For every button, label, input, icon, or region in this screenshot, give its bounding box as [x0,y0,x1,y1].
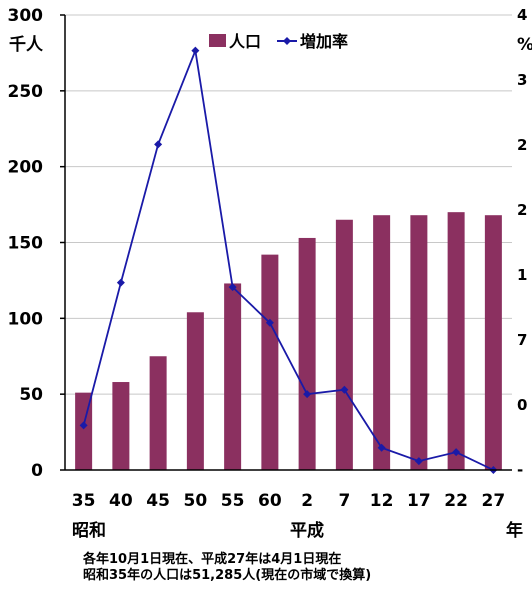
left-tick-label: 200 [8,158,44,178]
right-tick-label: 2 [517,136,527,154]
left-tick-label: 0 [31,461,43,481]
x-tick-label: 22 [444,491,468,511]
growth-rate-point [452,448,461,457]
growth-rate-points [79,46,498,474]
x-tick-label: 27 [482,491,506,511]
left-axis-unit: 千人 [9,35,44,55]
growth-rate-point [191,46,200,55]
population-bar [447,212,465,470]
note-line-1: 各年10月1日現在、平成27年は4月1日現在 [83,552,342,567]
population-bar [298,237,316,470]
note-line-2: 昭和35年の人口は51,285人(現在の市域で換算) [83,568,372,583]
x-tick-label: 50 [184,491,208,511]
x-tick-label: 40 [109,491,133,511]
era-label-year-suffix: 年 [506,520,523,541]
left-tick-label: 300 [8,6,44,26]
population-bar [410,215,428,470]
population-bar [484,215,502,470]
era-label-showa: 昭和 [72,521,106,541]
x-tick-label: 17 [407,491,431,511]
population-bar [149,356,167,470]
x-tick-label: 35 [72,491,96,511]
growth-rate-point [116,278,125,287]
left-tick-label: 150 [8,234,44,254]
population-bar [335,219,353,470]
population-bar [224,283,242,470]
population-bar [186,312,204,470]
growth-rate-line [82,47,494,471]
growth-rate-point [414,457,423,466]
gridlines [65,14,512,395]
population-bars [75,212,502,470]
population-bar [261,254,279,470]
legend-label-rate: 増加率 [300,32,348,51]
right-tick-label: - [517,461,523,479]
growth-rate-point [377,443,386,452]
growth-rate-point [79,421,88,430]
right-tick-label: 0 [517,396,527,414]
population-bar [373,215,391,470]
left-tick-label: 100 [8,309,44,329]
right-tick-label: 1 [517,266,527,284]
era-label-heisei: 平成 [290,520,324,541]
left-tick-label: 50 [19,385,43,405]
legend-swatch-population [209,34,226,47]
left-axis-ticks: 0 50 100 150 200 250 300 [8,6,65,481]
growth-rate-point [154,140,163,149]
right-tick-label: 7 [517,331,527,349]
x-axis-ticks: 35 40 45 50 55 60 2 7 12 17 22 27 [72,491,505,511]
x-tick-label: 2 [301,491,313,511]
right-tick-label: 3 [517,71,527,89]
x-tick-label: 7 [338,491,350,511]
population-bar [112,382,130,470]
x-tick-label: 12 [370,491,394,511]
right-tick-label: 4 [517,6,527,24]
right-tick-label: 2 [517,201,527,219]
legend: 人口 増加率 [203,26,386,54]
right-axis-unit: % [517,35,532,55]
legend-marker-rate [283,37,291,45]
left-tick-label: 250 [8,82,44,102]
right-axis-ticks: - 0 7 1 2 2 3 4 [517,6,527,479]
growth-rate-point [303,390,312,399]
x-tick-label: 45 [146,491,170,511]
growth-rate-point [228,283,237,292]
x-tick-label: 60 [258,491,282,511]
x-tick-label: 55 [221,491,245,511]
growth-rate-point [265,318,274,327]
legend-label-population: 人口 [229,32,261,51]
growth-rate-point [340,385,349,394]
